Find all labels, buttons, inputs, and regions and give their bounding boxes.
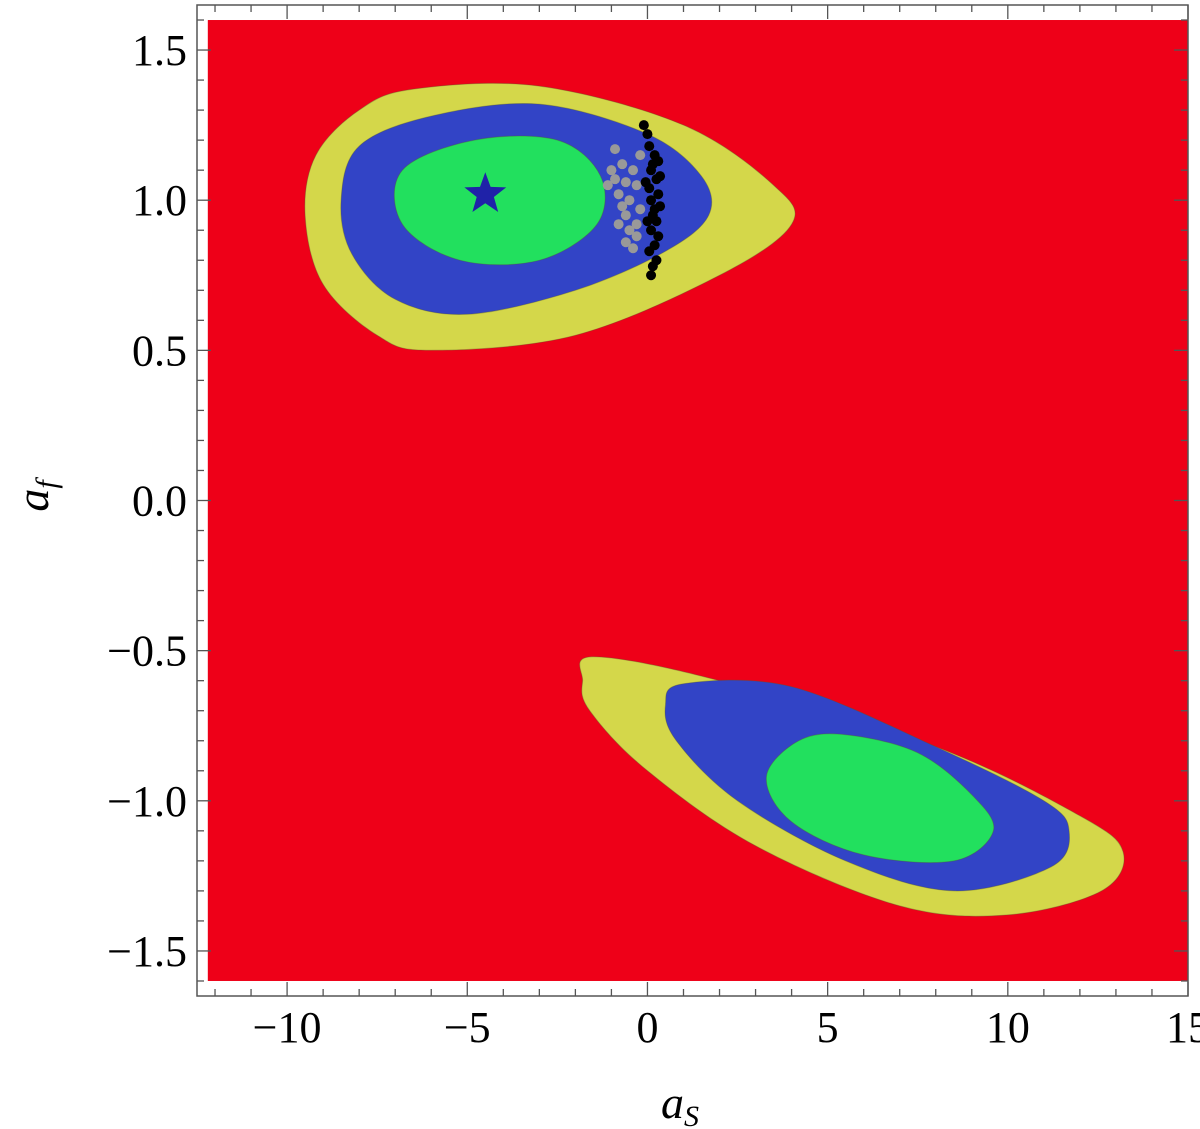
- scatter-point-2-19: [647, 261, 658, 272]
- scatter-point-1-10: [631, 219, 642, 230]
- marker-layer: [464, 172, 507, 212]
- inner-contour-2: [765, 733, 995, 864]
- scatter-point-2-1: [638, 120, 649, 131]
- scatter-point-1-7: [624, 225, 635, 236]
- inner-contour-1: [393, 135, 606, 266]
- y-tick-label: −0.5: [107, 627, 187, 676]
- scatter-point-2-25: [640, 177, 651, 188]
- scatter-point-2-21: [649, 204, 660, 215]
- scatter-point-2-20: [646, 270, 657, 281]
- plot-regions: [207, 20, 1188, 981]
- scatter-point-1-5: [617, 201, 628, 212]
- scatter-point-2-15: [653, 231, 664, 242]
- x-tick-label: 15: [1166, 1003, 1200, 1052]
- scatter-point-1-3: [602, 180, 613, 191]
- scatter-point-2-3: [644, 141, 655, 152]
- scatter-point-1-12: [610, 174, 621, 185]
- scatter-point-1-4: [613, 189, 624, 200]
- scatter-point-1-18: [635, 150, 646, 161]
- scatter-point-1-2: [606, 165, 617, 176]
- x-axis-label: aS: [661, 1077, 699, 1129]
- scatter-point-1-1: [610, 144, 621, 155]
- scatter-point-1-19: [613, 219, 624, 230]
- y-tick-label: 1.0: [132, 176, 187, 225]
- scatter-point-2-13: [651, 216, 662, 227]
- y-tick-label: −1.0: [107, 777, 187, 826]
- y-tick-label: 1.5: [132, 26, 187, 75]
- scatter-point-1-11: [624, 195, 635, 206]
- tick-marks: [197, 5, 1189, 996]
- scatter-point-1-14: [620, 177, 631, 188]
- scatter-point-2-10: [646, 195, 657, 206]
- y-axis-label: af: [7, 477, 63, 512]
- x-tick-label: −5: [444, 1003, 491, 1052]
- y-tick-label: −1.5: [107, 927, 187, 976]
- y-tick-label: 0.5: [132, 326, 187, 375]
- scatter-point-2-24: [647, 159, 658, 170]
- scatter-point-1-13: [617, 159, 628, 170]
- x-tick-label: −10: [253, 1003, 322, 1052]
- y-tick-label: 0.0: [132, 477, 187, 526]
- scatter-point-2-23: [655, 171, 666, 182]
- scatter-point-2-22: [642, 216, 653, 227]
- scatter-point-1-8: [620, 237, 631, 248]
- scatter-point-2-2: [642, 129, 653, 140]
- scatter-point-1-20: [631, 231, 642, 242]
- scatter-point-2-9: [653, 189, 664, 200]
- scatter-point-1-6: [620, 210, 631, 221]
- scatter-point-1-17: [628, 165, 639, 176]
- best-fit-star-icon: [464, 172, 507, 212]
- x-tick-label: 10: [986, 1003, 1030, 1052]
- x-tick-label: 5: [817, 1003, 839, 1052]
- x-tick-label: 0: [636, 1003, 658, 1052]
- scatter-point-1-15: [631, 180, 642, 191]
- tick-labels: −10 −5 0 5 10 15 −1.5 −1.0 −0.5 0.0 0.5 1.0 1.5: [107, 26, 1200, 1052]
- scatter-layer: [602, 120, 666, 281]
- scatter-point-1-16: [635, 204, 646, 215]
- scatter-point-2-17: [644, 246, 655, 257]
- scatter-point-1-9: [628, 243, 639, 254]
- scatter-point-2-14: [646, 225, 657, 236]
